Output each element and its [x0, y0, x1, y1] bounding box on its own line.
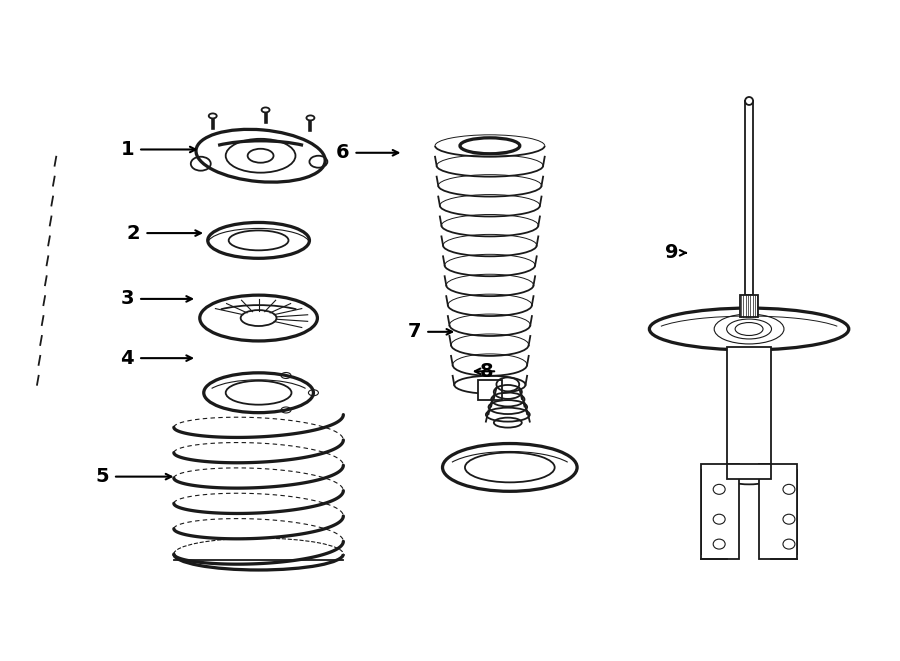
- Bar: [745, 101, 753, 295]
- Text: 7: 7: [408, 323, 421, 341]
- Text: 1: 1: [121, 140, 134, 159]
- Bar: [727, 347, 771, 479]
- Ellipse shape: [783, 485, 795, 494]
- Bar: [759, 465, 796, 559]
- Text: 8: 8: [480, 362, 493, 381]
- Bar: [727, 465, 771, 479]
- Ellipse shape: [306, 116, 314, 120]
- Bar: [478, 380, 502, 400]
- Text: 3: 3: [121, 290, 134, 309]
- Ellipse shape: [783, 539, 795, 549]
- Ellipse shape: [713, 514, 725, 524]
- Bar: [740, 295, 758, 317]
- Ellipse shape: [727, 475, 771, 485]
- Text: 4: 4: [121, 348, 134, 368]
- Text: 2: 2: [127, 223, 140, 243]
- Ellipse shape: [262, 108, 270, 112]
- Bar: [701, 465, 739, 559]
- Text: 6: 6: [336, 143, 349, 163]
- Ellipse shape: [713, 485, 725, 494]
- Ellipse shape: [713, 539, 725, 549]
- Text: 5: 5: [95, 467, 109, 486]
- Ellipse shape: [745, 97, 753, 105]
- Text: 9: 9: [665, 243, 679, 262]
- Ellipse shape: [783, 514, 795, 524]
- Ellipse shape: [209, 114, 217, 118]
